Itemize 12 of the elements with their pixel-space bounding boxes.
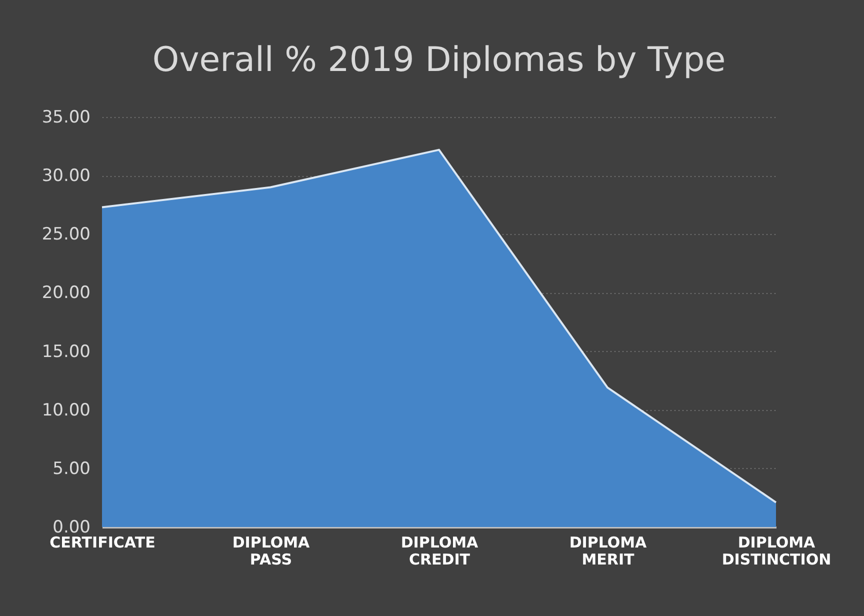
x-tick-label: DIPLOMA MERIT bbox=[569, 534, 648, 568]
y-tick-label: 20.00 bbox=[42, 283, 90, 304]
x-tick-label: DIPLOMA CREDIT bbox=[400, 534, 479, 568]
chart-title: Overall % 2019 Diplomas by Type bbox=[152, 40, 726, 80]
y-tick-label: 25.00 bbox=[42, 224, 90, 245]
y-tick-label: 15.00 bbox=[42, 342, 90, 362]
y-tick-label: 5.00 bbox=[52, 458, 90, 479]
y-tick-label: 30.00 bbox=[42, 166, 90, 186]
x-tick-label: DIPLOMA DISTINCTION bbox=[722, 534, 832, 568]
x-tick-label: DIPLOMA PASS bbox=[232, 534, 310, 568]
y-tick-label: 10.00 bbox=[42, 400, 90, 420]
y-tick-label: 35.00 bbox=[42, 108, 90, 128]
